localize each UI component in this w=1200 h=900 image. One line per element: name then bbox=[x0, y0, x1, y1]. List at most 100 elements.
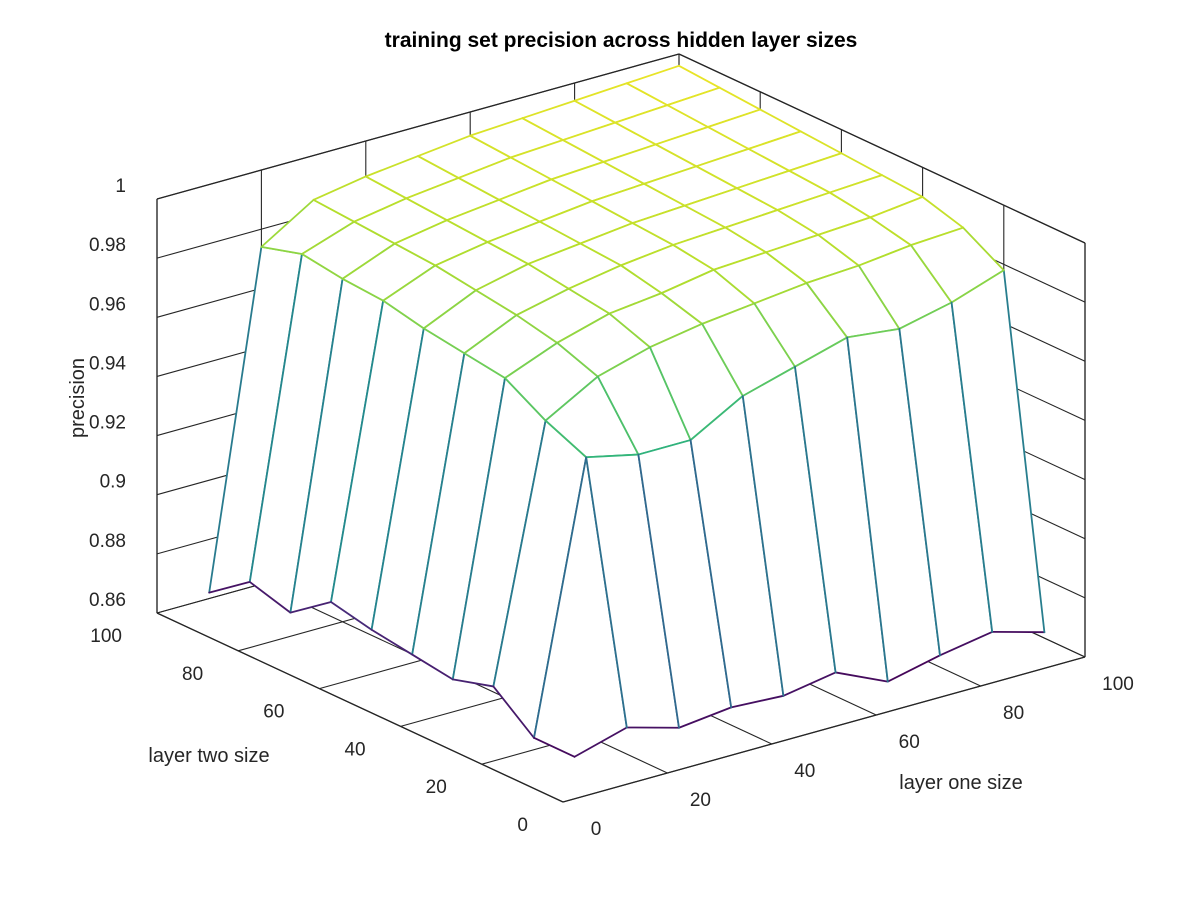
mesh-edge bbox=[451, 678, 495, 688]
axes-ticks bbox=[156, 53, 1086, 803]
mesh-edge bbox=[939, 631, 994, 657]
mesh-face bbox=[795, 337, 888, 682]
y-tick-label: 40 bbox=[344, 739, 365, 760]
mesh-edge bbox=[654, 126, 709, 146]
mesh-face bbox=[499, 179, 592, 222]
mesh-edge bbox=[446, 198, 501, 222]
mesh-edge bbox=[753, 282, 808, 305]
mesh-edge bbox=[573, 82, 628, 102]
mesh-edge bbox=[538, 200, 593, 223]
mesh-face bbox=[702, 303, 795, 396]
mesh-edge bbox=[724, 226, 767, 254]
z-tick-label: 0.98 bbox=[89, 235, 126, 256]
mesh-edge bbox=[301, 253, 344, 280]
mesh-edge bbox=[654, 143, 698, 168]
mesh-edge bbox=[921, 196, 965, 229]
mesh-edge bbox=[596, 375, 640, 456]
mesh-edge bbox=[712, 251, 767, 271]
mesh-edge bbox=[550, 161, 605, 181]
mesh-edge bbox=[567, 287, 611, 315]
mesh-face bbox=[209, 246, 302, 593]
mesh-edge bbox=[463, 314, 518, 355]
mesh-edge bbox=[782, 671, 837, 697]
mesh-edge bbox=[469, 117, 524, 137]
mesh-edge bbox=[602, 143, 657, 163]
mesh-edge bbox=[747, 147, 791, 172]
mesh-edge bbox=[573, 99, 617, 124]
mesh-face bbox=[249, 254, 343, 613]
mesh-face bbox=[516, 288, 610, 343]
mesh-edge bbox=[637, 453, 680, 729]
mesh-edge bbox=[544, 419, 588, 459]
mesh-edge bbox=[260, 198, 315, 248]
mesh-edge bbox=[950, 269, 1005, 304]
mesh-face bbox=[650, 323, 743, 441]
mesh-edge bbox=[260, 245, 303, 255]
mesh-edge bbox=[846, 336, 889, 683]
mesh-edge bbox=[498, 198, 541, 223]
mesh-edge bbox=[620, 244, 675, 267]
mesh-edge bbox=[857, 244, 912, 267]
mesh-edge bbox=[689, 439, 733, 709]
mesh-edge bbox=[417, 134, 472, 157]
mesh-edge bbox=[301, 220, 356, 255]
mesh-edge bbox=[463, 352, 506, 379]
mesh-edge bbox=[730, 694, 785, 709]
mesh-edge bbox=[521, 99, 576, 120]
mesh-surface bbox=[208, 64, 1046, 758]
mesh-edge bbox=[248, 253, 303, 583]
mesh-edge bbox=[608, 312, 651, 349]
y-tick-label: 80 bbox=[182, 664, 203, 685]
mesh-face bbox=[331, 300, 424, 630]
mesh-edge bbox=[828, 191, 872, 219]
mesh-face bbox=[452, 378, 546, 687]
mesh-face bbox=[261, 199, 355, 254]
mesh-face bbox=[534, 457, 627, 757]
mesh-edge bbox=[950, 301, 994, 633]
mesh-edge bbox=[672, 244, 715, 271]
mesh-edge bbox=[683, 204, 727, 229]
mesh-edge bbox=[538, 220, 582, 245]
mesh-edge bbox=[475, 263, 530, 292]
mesh-edge bbox=[422, 327, 466, 355]
mesh-face bbox=[476, 263, 569, 316]
mesh-face bbox=[638, 440, 732, 728]
mesh-edge bbox=[631, 222, 675, 246]
mesh-edge bbox=[556, 341, 599, 378]
mesh-edge bbox=[469, 134, 512, 159]
mesh-edge bbox=[451, 377, 506, 681]
mesh-edge bbox=[678, 706, 733, 729]
mesh-edge bbox=[741, 365, 796, 397]
mesh-face bbox=[354, 198, 447, 244]
mesh-edge bbox=[585, 453, 640, 459]
mesh-edge bbox=[660, 292, 704, 325]
mesh-edge bbox=[747, 130, 802, 150]
x-tick-label: 40 bbox=[794, 761, 815, 782]
mesh-edge bbox=[765, 233, 820, 254]
mesh-edge bbox=[799, 130, 843, 155]
mesh-face bbox=[713, 252, 807, 304]
mesh-edge bbox=[788, 169, 831, 194]
mesh-edge bbox=[533, 736, 576, 758]
mesh-edge bbox=[707, 108, 762, 128]
chart-title: training set precision across hidden lay… bbox=[385, 29, 858, 52]
mesh-edge bbox=[869, 196, 924, 219]
mesh-face bbox=[539, 201, 633, 244]
mesh-edge bbox=[910, 244, 953, 304]
y-tick-label: 20 bbox=[426, 777, 447, 798]
z-tick-label: 0.9 bbox=[100, 472, 126, 493]
mesh-face bbox=[447, 199, 540, 243]
mesh-face bbox=[545, 376, 639, 458]
mesh-edge bbox=[353, 197, 408, 223]
mesh-edge bbox=[492, 419, 547, 688]
mesh-edge bbox=[637, 439, 692, 456]
mesh-edge bbox=[620, 264, 663, 295]
mesh-edge bbox=[608, 292, 663, 315]
mesh-face bbox=[487, 221, 581, 264]
mesh-edge bbox=[794, 365, 837, 674]
x-tick-label: 0 bbox=[591, 819, 602, 840]
mesh-edge bbox=[602, 161, 646, 185]
mesh-edge bbox=[712, 268, 756, 305]
mesh-face bbox=[742, 366, 836, 696]
